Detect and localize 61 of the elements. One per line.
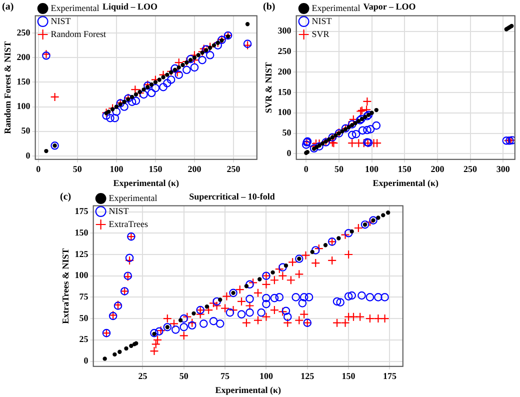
chart-title: Vapor – LOO xyxy=(363,2,416,12)
y-tick-label: 200 xyxy=(278,66,292,76)
y-tick-label: 0 xyxy=(84,356,89,366)
x-tick-label: 125 xyxy=(300,371,315,382)
x-tick-label: 150 xyxy=(398,164,412,174)
y-tick-label: 50 xyxy=(282,128,292,138)
x-tick-label: 150 xyxy=(342,371,356,382)
legend-label: NIST xyxy=(108,206,130,216)
y-axis-title: ExtraTrees & NIST xyxy=(60,248,71,324)
y-tick-label: 175 xyxy=(74,206,89,216)
x-tick-label: 200 xyxy=(188,164,202,174)
x-tick-label: 100 xyxy=(365,164,380,174)
chart-title: Supercritical – 10-fold xyxy=(189,192,275,202)
y-tick-label: 50 xyxy=(21,126,31,136)
y-tick-label: 75 xyxy=(79,292,89,302)
y-tick-label: 100 xyxy=(278,107,292,118)
y-tick-label: 0 xyxy=(26,150,31,160)
y-tick-label: 150 xyxy=(74,227,89,238)
legend-label: Random Forest xyxy=(50,28,107,39)
y-tick-label: 250 xyxy=(278,46,292,56)
x-tick-label: 75 xyxy=(220,371,230,382)
x-tick-label: 0 xyxy=(304,164,309,174)
y-tick-label: 0 xyxy=(286,148,292,158)
chart-title: Liquid – LOO xyxy=(102,2,158,12)
x-tick-label: 100 xyxy=(259,371,274,382)
legend-label: NIST xyxy=(50,16,72,26)
x-tick-label: 100 xyxy=(110,164,124,174)
x-tick-label: 50 xyxy=(179,371,189,382)
legend-label: Experimental xyxy=(108,192,158,203)
legend-label: NIST xyxy=(312,16,332,26)
legend-label: ExtraTrees xyxy=(108,218,148,229)
y-tick-label: 250 xyxy=(16,27,31,38)
y-axis-title: Random Forest & NIST xyxy=(2,41,13,134)
legend-label: Experimental xyxy=(312,2,361,13)
y-tick-label: 100 xyxy=(16,101,31,112)
x-axis-title: Experimental (κ) xyxy=(372,178,438,188)
x-tick-label: 200 xyxy=(430,164,445,174)
legend-label: SVR xyxy=(312,28,330,39)
x-tick-label: 50 xyxy=(334,164,344,174)
x-tick-label: 0 xyxy=(36,164,42,174)
y-tick-label: 100 xyxy=(74,270,89,280)
legend-label: Experimental xyxy=(50,2,100,13)
y-tick-label: 300 xyxy=(278,26,292,36)
y-tick-label: 25 xyxy=(79,334,89,344)
text: (a) xyxy=(2,2,14,13)
y-tick-label: 150 xyxy=(16,76,31,87)
x-tick-label: 250 xyxy=(464,164,478,174)
x-tick-label: 250 xyxy=(226,164,241,174)
x-tick-label: 300 xyxy=(496,164,510,174)
y-tick-label: 50 xyxy=(79,312,89,323)
x-tick-label: 150 xyxy=(148,164,163,174)
y-tick-label: 200 xyxy=(16,52,31,62)
x-tick-label: 25 xyxy=(138,371,148,382)
y-tick-label: 150 xyxy=(278,86,292,97)
y-axis-title: SVR & NIST xyxy=(264,62,274,114)
x-tick-label: 175 xyxy=(382,371,397,382)
text: (b) xyxy=(263,2,276,13)
text: (c) xyxy=(60,192,72,203)
x-axis-title: Experimental (κ) xyxy=(215,384,281,395)
x-axis-title: Experimental (κ) xyxy=(113,178,179,188)
y-tick-label: 125 xyxy=(74,248,89,259)
